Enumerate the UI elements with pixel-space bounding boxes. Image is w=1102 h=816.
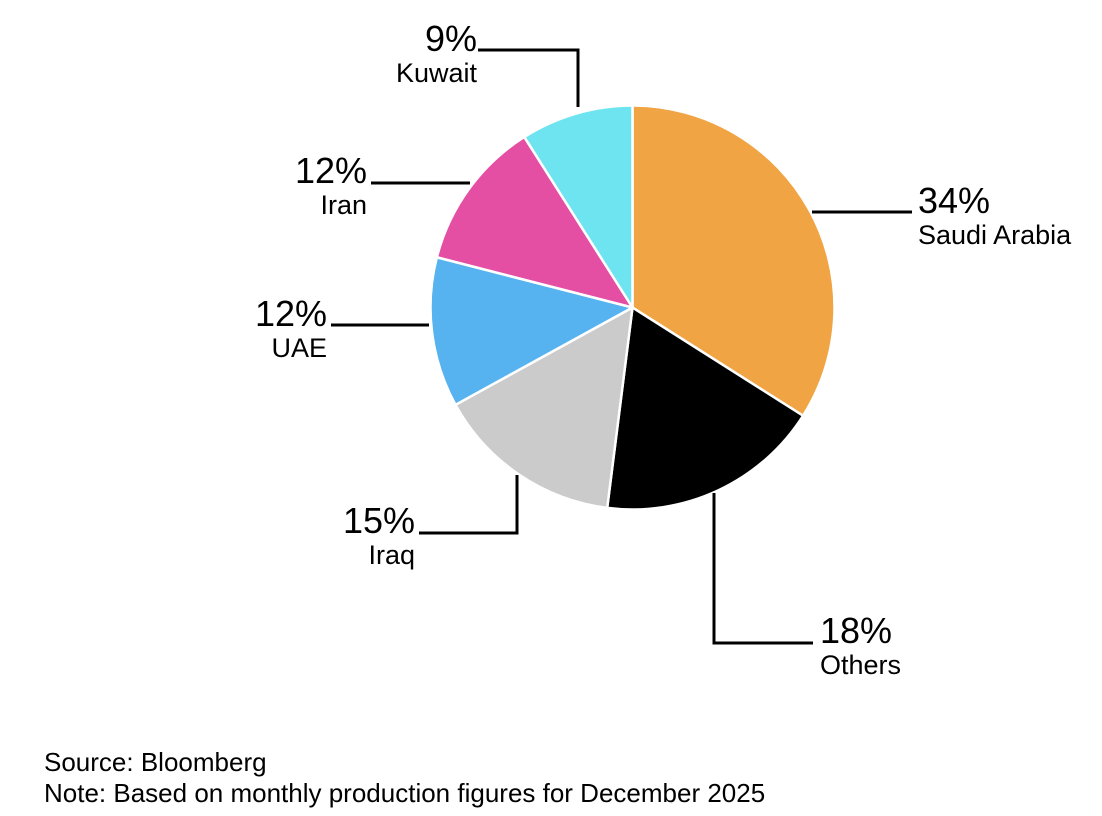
connector-iraq [419,475,519,535]
callout-uae: 12% UAE [255,295,327,364]
slice-value-iran: 12% [294,150,367,191]
callout-iraq: 15% Iraq [343,502,415,571]
note-line: Note: Based on monthly production figure… [44,778,766,808]
pie-slice-others [605,306,805,511]
slice-name-kuwait: Kuwait [395,58,477,88]
pie-slice-kuwait [523,104,634,309]
pie-slice-iran [435,135,634,309]
slice-name-uae: UAE [271,333,327,363]
slice-value-kuwait: 9% [424,18,477,59]
callout-connectors [331,48,912,645]
slice-value-iraq: 15% [342,500,415,541]
callout-iran: 12% Iran [295,152,367,221]
slice-value-saudi-arabia: 34% [918,180,991,221]
source-line: Source: Bloomberg [44,747,267,777]
slice-value-uae: 12% [254,293,327,334]
slice-name-iraq: Iraq [368,540,415,570]
pie-slice-iraq [454,306,634,510]
slice-name-iran: Iran [320,190,367,220]
slice-name-others: Others [820,650,902,680]
pie-slice-uae [429,256,634,407]
callout-saudi-arabia: 34% Saudi Arabia [918,182,1071,251]
callout-others: 18% Others [820,612,901,681]
connector-others [712,493,813,645]
connector-kuwait [478,48,580,107]
callout-kuwait: 9% Kuwait [396,20,477,89]
slice-value-others: 18% [820,610,893,651]
chart-footer: Source: Bloomberg Note: Based on monthly… [44,747,765,809]
pie-slices [429,104,836,511]
slice-name-saudi-arabia: Saudi Arabia [918,220,1072,250]
